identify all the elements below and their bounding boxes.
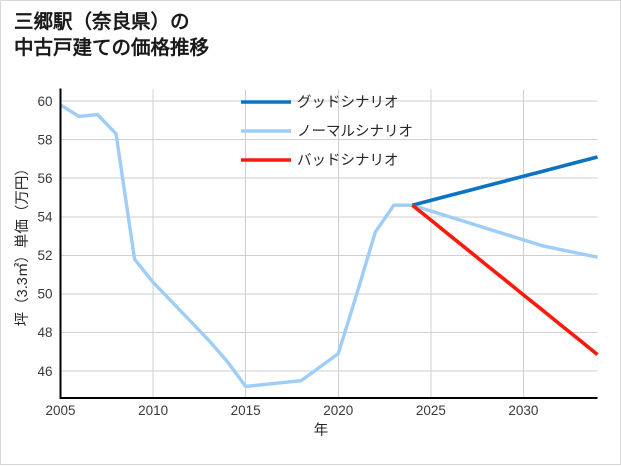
y-tick-label: 50 [37,287,52,302]
x-tick-label: 2030 [508,403,538,418]
x-tick-label: 2005 [45,403,75,418]
x-axis-title: 年 [314,422,329,439]
y-tick-label: 54 [37,210,53,225]
x-tick-label: 2020 [323,403,353,418]
y-tick-label: 48 [37,325,52,340]
data-series-group [59,103,599,389]
legend-label: グッドシナリオ [297,94,399,111]
y-axis-title: 坪（3.3㎡）単価（万円） [14,161,31,326]
series-line-bad [411,203,599,357]
y-tick-label: 58 [37,132,52,147]
y-tick-label: 52 [37,248,52,263]
y-tick-label: 56 [37,171,52,186]
y-axis-tick-labels: 46 48 50 52 54 56 58 60 [37,94,53,379]
x-tick-label: 2025 [416,403,446,418]
x-tick-label: 2010 [138,403,168,418]
axis-lines [59,88,598,400]
series-line-good [411,155,598,207]
legend-label: ノーマルシナリオ [297,124,413,140]
gridlines [60,89,598,398]
series-line-normal [59,103,598,389]
x-axis-tick-labels: 2005 2010 2015 2020 2025 2030 [45,403,538,418]
page-title: 三郷駅（奈良県）の 中古戸建ての価格推移 [14,11,210,59]
x-tick-label: 2015 [231,403,261,418]
y-tick-label: 46 [37,364,52,379]
y-tick-label: 60 [37,94,52,109]
legend-label: バッドシナリオ [297,153,399,169]
axis-titles: 年 坪（3.3㎡）単価（万円） [14,161,328,439]
